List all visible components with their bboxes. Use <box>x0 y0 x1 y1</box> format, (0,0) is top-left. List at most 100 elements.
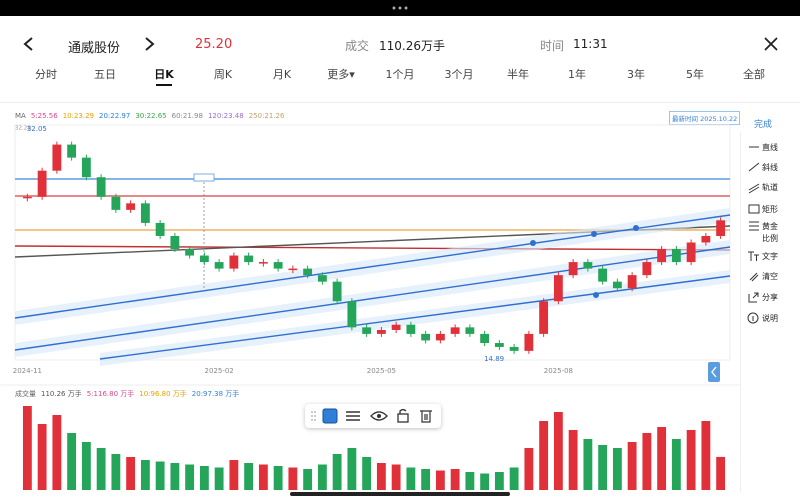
tab[interactable]: 更多▾ <box>327 68 355 81</box>
done-button[interactable]: 完成 <box>754 120 773 130</box>
volume-bar <box>421 469 431 490</box>
tab[interactable]: 月K <box>272 68 292 81</box>
tool-label[interactable]: 斜线 <box>762 163 778 172</box>
tab[interactable]: 分时 <box>35 68 57 81</box>
candle <box>406 324 416 334</box>
tab[interactable]: 五日 <box>94 68 116 81</box>
tool-label[interactable]: 清空 <box>762 272 778 281</box>
candle <box>553 275 563 302</box>
volume-bar <box>406 467 416 490</box>
candle <box>140 203 150 223</box>
y-tick-label: 32.28 <box>15 125 31 131</box>
tool-label[interactable]: 说明 <box>762 314 778 323</box>
candle <box>244 255 254 263</box>
tool-icon[interactable] <box>747 250 760 263</box>
tab[interactable]: 周K <box>213 68 233 81</box>
volume-bar <box>155 461 165 490</box>
tool-label[interactable]: 黄金比例 <box>762 222 778 243</box>
volume-bar <box>52 415 62 490</box>
toolbar-icons[interactable] <box>305 404 441 428</box>
legend-item: 5:25.56 <box>30 112 58 120</box>
back-button[interactable] <box>20 35 38 53</box>
candle <box>509 346 519 351</box>
volume-bar <box>347 448 357 490</box>
candle <box>347 301 357 328</box>
tab[interactable]: 1年 <box>568 68 586 81</box>
volume-bar <box>509 467 519 490</box>
stock-name: 通威股份 <box>68 41 121 56</box>
tool-icon[interactable] <box>747 141 760 154</box>
tab[interactable]: 3个月 <box>444 68 474 81</box>
volume-bar <box>465 472 475 490</box>
tool-label[interactable]: 分享 <box>762 293 778 302</box>
volume-bar <box>362 457 372 490</box>
tab[interactable]: 5年 <box>686 68 704 81</box>
legend-item: 60:21.98 <box>171 112 203 120</box>
volume-bar <box>612 448 622 490</box>
legend-item: 5:116.80 万手 <box>86 390 135 398</box>
candle <box>111 196 121 210</box>
candle <box>671 249 681 263</box>
candle <box>303 268 313 276</box>
volume-bar <box>583 439 593 490</box>
chart: 32.28 2024-11 2025-02 2025-05 2025-08 32.05 14… <box>0 124 740 490</box>
candle <box>435 333 445 341</box>
volume-bar <box>273 466 283 490</box>
volume-bar <box>199 466 209 490</box>
legend-item: 110.26 万手 <box>41 390 82 398</box>
candle <box>332 281 342 302</box>
candle <box>126 203 136 210</box>
legend-item: 30:22.65 <box>135 112 167 120</box>
volume-bar <box>657 427 667 490</box>
volume-bar <box>229 460 239 490</box>
tool-label[interactable]: 直线 <box>762 143 778 152</box>
volume-bar <box>524 448 534 490</box>
tab[interactable]: 半年 <box>507 68 529 81</box>
volume-bar <box>140 460 150 490</box>
volume-bar <box>37 424 47 490</box>
tool-icon[interactable] <box>747 291 760 304</box>
legend-item: 20:97.38 万手 <box>191 390 240 398</box>
candle <box>273 262 283 269</box>
x-tick-label: 2024-11 <box>13 367 42 375</box>
tab[interactable]: 1个月 <box>385 68 415 81</box>
tab-underline <box>156 84 172 86</box>
tool-icon[interactable] <box>747 220 760 233</box>
volume-bar <box>435 470 445 490</box>
candle <box>37 170 47 197</box>
tool-icon[interactable] <box>747 161 760 174</box>
tool-icon[interactable] <box>747 312 760 325</box>
tool-label[interactable]: 矩形 <box>762 205 778 214</box>
tool-icon[interactable] <box>747 203 760 216</box>
candle <box>170 235 180 250</box>
tool-label[interactable]: 文字 <box>762 252 778 261</box>
volume-bar <box>67 433 77 490</box>
candle <box>199 255 209 263</box>
volume-bar <box>126 457 136 490</box>
volume-bar <box>391 464 401 490</box>
tool-label[interactable]: 轨道 <box>762 183 778 192</box>
candle <box>317 275 327 282</box>
tab[interactable]: 全部 <box>743 68 765 81</box>
x-tick-label: 2025-05 <box>367 367 396 375</box>
candle <box>22 196 32 199</box>
volume-bar <box>686 430 696 490</box>
volume-bar <box>480 473 490 490</box>
volume-bar <box>671 439 681 490</box>
tool-icon[interactable] <box>747 270 760 283</box>
volume-bar <box>22 406 32 490</box>
candle <box>81 157 91 178</box>
candle <box>598 268 608 282</box>
volume-bar <box>701 421 711 490</box>
tab[interactable]: 日K <box>154 68 174 81</box>
candle <box>185 249 195 256</box>
volume-bar <box>288 467 298 490</box>
candle <box>642 262 652 276</box>
next-button[interactable] <box>140 35 158 53</box>
tab[interactable]: 3年 <box>627 68 645 81</box>
ma-legend: MA 5:25.56 10:23.29 20:22.97 30:22.65 60:21.9… <box>15 112 289 120</box>
tool-icon[interactable] <box>747 181 760 194</box>
candle <box>67 144 77 158</box>
close-button[interactable] <box>762 35 780 53</box>
